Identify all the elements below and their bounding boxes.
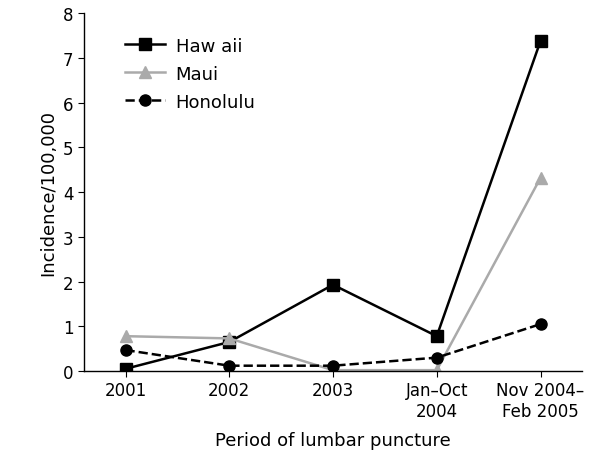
Haw aii	[329, 282, 337, 288]
Honolulu	[537, 322, 544, 327]
Haw aii	[537, 39, 544, 45]
Maui	[122, 334, 129, 339]
Line: Honolulu: Honolulu	[120, 319, 546, 371]
Line: Haw aii: Haw aii	[120, 36, 546, 375]
Line: Maui: Maui	[120, 173, 546, 376]
X-axis label: Period of lumbar puncture: Period of lumbar puncture	[215, 431, 451, 449]
Legend: Haw aii, Maui, Honolulu: Haw aii, Maui, Honolulu	[118, 30, 263, 119]
Maui	[537, 176, 544, 181]
Y-axis label: Incidence/100,000: Incidence/100,000	[40, 110, 58, 276]
Haw aii	[226, 339, 233, 345]
Honolulu	[122, 347, 129, 353]
Maui	[433, 367, 440, 373]
Honolulu	[433, 355, 440, 361]
Honolulu	[329, 363, 337, 369]
Haw aii	[433, 334, 440, 339]
Maui	[226, 336, 233, 342]
Haw aii	[122, 366, 129, 372]
Maui	[329, 367, 337, 373]
Honolulu	[226, 363, 233, 369]
